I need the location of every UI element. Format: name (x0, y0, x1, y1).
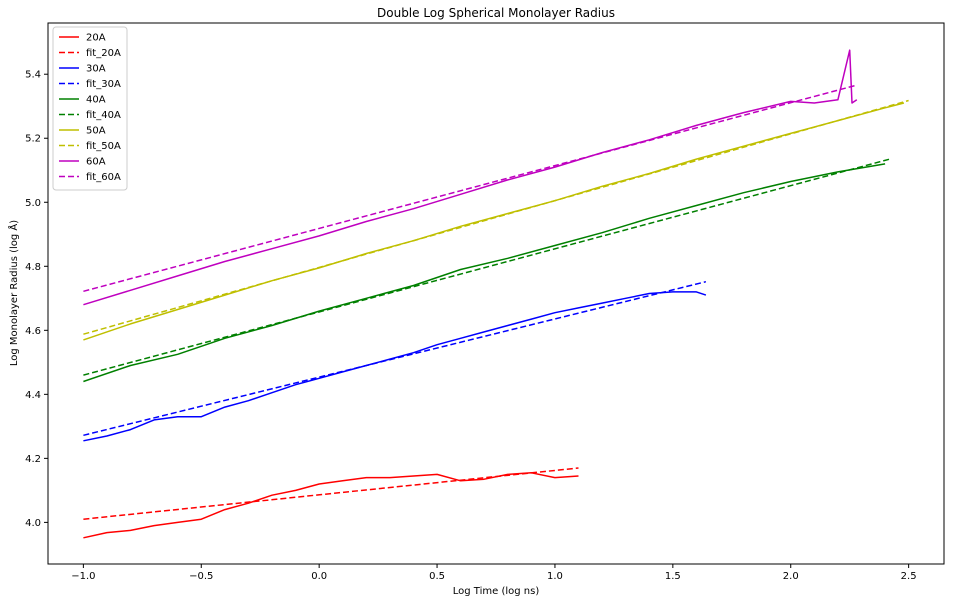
legend: 20A fit_20A 30A fit_30A 40A fit_40A 50A fit_50A… (52, 26, 128, 191)
y-tick-label: 4.4 (25, 390, 41, 401)
chart-title: Double Log Spherical Monolayer Radius (377, 6, 615, 20)
y-axis: 4.0 4.2 4.4 4.6 4.8 5.0 5.2 5.4 (25, 70, 48, 529)
plot-area (83, 49, 909, 539)
series-line-30a (83, 291, 707, 442)
legend-label: fit_30A (86, 79, 121, 90)
legend-label: fit_50A (86, 141, 121, 152)
legend-label: fit_20A (86, 48, 121, 59)
legend-label: 30A (86, 64, 106, 75)
y-tick-label: 5.0 (25, 198, 41, 209)
y-axis-label: Log Monolayer Radius (log Å) (7, 220, 20, 366)
x-tick-label: 0.0 (311, 571, 327, 582)
x-tick-label: −1.0 (71, 571, 95, 582)
y-tick-label: 5.4 (25, 70, 41, 81)
series-line-fit-50a (83, 99, 909, 335)
x-axis: −1.0 −0.5 0.0 0.5 1.0 1.5 2.0 2.5 (71, 564, 917, 582)
x-tick-label: 1.0 (547, 571, 563, 582)
x-tick-label: 1.5 (665, 571, 681, 582)
legend-label: fit_60A (86, 172, 121, 183)
legend-label: 50A (86, 126, 106, 137)
legend-label: 20A (86, 33, 106, 44)
plot-frame (47, 22, 945, 565)
series-line-fit-30a (83, 280, 707, 437)
y-tick-label: 5.2 (25, 134, 41, 145)
series-line-fit-40a (83, 158, 890, 376)
legend-label: 40A (86, 95, 106, 106)
series-line-60a (83, 49, 858, 306)
series-line-40a (83, 163, 886, 383)
x-tick-label: 2.5 (901, 571, 917, 582)
x-tick-label: 0.5 (429, 571, 445, 582)
y-tick-label: 4.0 (25, 518, 41, 529)
x-tick-label: 2.0 (783, 571, 799, 582)
y-tick-label: 4.8 (25, 262, 41, 273)
x-tick-label: −0.5 (189, 571, 213, 582)
series-line-fit-60a (83, 84, 857, 293)
x-axis-label: Log Time (log ns) (453, 586, 540, 597)
series-line-fit-20a (83, 467, 579, 520)
legend-label: fit_40A (86, 110, 121, 121)
legend-label: 60A (86, 157, 106, 168)
y-tick-label: 4.2 (25, 454, 41, 465)
y-tick-label: 4.6 (25, 326, 41, 337)
